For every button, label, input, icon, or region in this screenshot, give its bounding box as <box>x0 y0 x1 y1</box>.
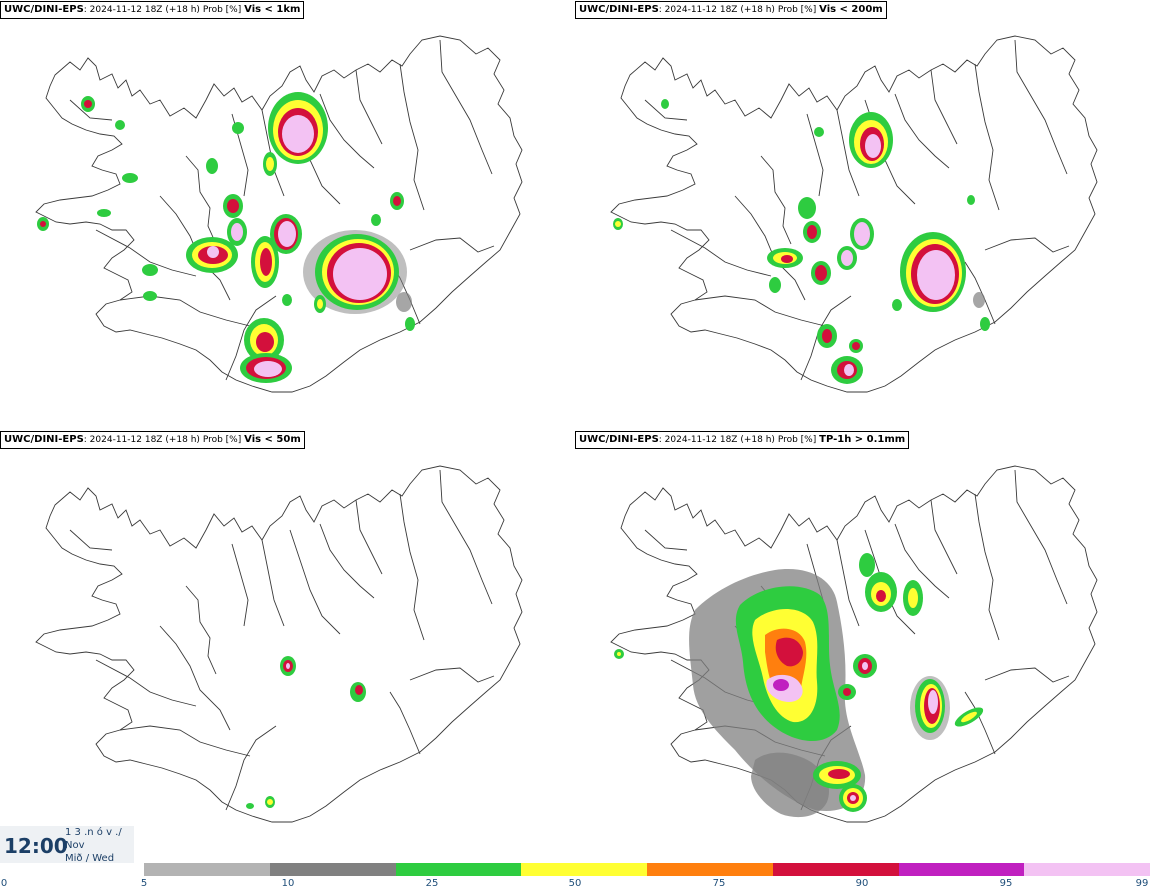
map-svg <box>610 35 1098 393</box>
map-panel-vis-1km: UWC/DINI-EPS: 2024-11-12 18Z (+18 h) Pro… <box>0 0 575 430</box>
iceland-outline <box>35 465 523 823</box>
colorbar-bin <box>647 863 773 876</box>
colorbar-bin <box>269 863 396 876</box>
colorbar-tick: 99 <box>1135 878 1149 889</box>
model-name: UWC/DINI-EPS <box>4 434 84 445</box>
run-time: 2024-11-12 18Z <box>664 435 738 445</box>
colorbar-tick: 5 <box>140 878 148 889</box>
variable-label: Vis < 1km <box>244 4 301 15</box>
prob-unit: Prob [%] <box>202 435 242 445</box>
valid-month: Nov <box>65 840 85 851</box>
valid-day: 1 3 .n ó v ./ <box>65 827 122 838</box>
panel-title: UWC/DINI-EPS: 2024-11-12 18Z (+18 h) Pro… <box>575 431 910 449</box>
colorbar-ticks: 0 5 10 25 50 75 90 95 99 <box>0 878 1150 891</box>
lead-time: (+18 h) <box>165 5 200 15</box>
map-panel-vis-200m: UWC/DINI-EPS: 2024-11-12 18Z (+18 h) Pro… <box>575 0 1150 430</box>
probability-blobs <box>613 99 990 384</box>
lead-time: (+18 h) <box>740 435 775 445</box>
model-name: UWC/DINI-EPS <box>4 4 84 15</box>
prob-unit: Prob [%] <box>202 5 242 15</box>
colorbar-tick: 75 <box>712 878 726 889</box>
lead-time: (+18 h) <box>165 435 200 445</box>
colorbar-tick: 50 <box>568 878 582 889</box>
colorbar-tick: 90 <box>855 878 869 889</box>
valid-time-box: 12:00 1 3 .n ó v ./ Nov Mið / Wed <box>0 826 134 865</box>
map-svg <box>610 465 1098 823</box>
probability-blobs <box>614 553 984 818</box>
map-panel-tp-1h: UWC/DINI-EPS: 2024-11-12 18Z (+18 h) Pro… <box>575 430 1150 860</box>
valid-time: 12:00 <box>4 834 68 858</box>
colorbar-bin <box>772 863 899 876</box>
run-time: 2024-11-12 18Z <box>664 5 738 15</box>
panel-title: UWC/DINI-EPS: 2024-11-12 18Z (+18 h) Pro… <box>0 431 305 449</box>
colorbar-bin <box>144 863 270 876</box>
variable-label: Vis < 50m <box>244 434 301 445</box>
variable-label: Vis < 200m <box>819 4 883 15</box>
iceland-outline <box>610 35 1098 393</box>
model-name: UWC/DINI-EPS <box>579 4 659 15</box>
colorbar-bin <box>898 863 1025 876</box>
panel-title: UWC/DINI-EPS: 2024-11-12 18Z (+18 h) Pro… <box>575 1 887 19</box>
model-name: UWC/DINI-EPS <box>579 434 659 445</box>
colorbar-bin <box>395 863 522 876</box>
colorbar-bin <box>1024 863 1150 876</box>
prob-unit: Prob [%] <box>777 435 817 445</box>
colorbar-tick: 10 <box>281 878 295 889</box>
probability-blobs <box>246 656 366 809</box>
colorbar-tick: 0 <box>0 878 8 889</box>
valid-date: 1 3 .n ó v ./ Nov Mið / Wed <box>65 826 122 865</box>
colorbar-tick: 95 <box>999 878 1013 889</box>
probability-blobs <box>37 92 415 383</box>
map-svg <box>35 465 523 823</box>
run-time: 2024-11-12 18Z <box>89 5 163 15</box>
panel-title: UWC/DINI-EPS: 2024-11-12 18Z (+18 h) Pro… <box>0 1 305 19</box>
lead-time: (+18 h) <box>740 5 775 15</box>
prob-unit: Prob [%] <box>777 5 817 15</box>
run-time: 2024-11-12 18Z <box>89 435 163 445</box>
variable-label: TP-1h > 0.1mm <box>819 434 906 445</box>
colorbar <box>144 863 1150 876</box>
map-panel-vis-50m: UWC/DINI-EPS: 2024-11-12 18Z (+18 h) Pro… <box>0 430 575 860</box>
colorbar-tick: 25 <box>425 878 439 889</box>
map-svg <box>35 35 523 393</box>
colorbar-bin <box>521 863 647 876</box>
valid-weekday: Mið / Wed <box>65 853 115 864</box>
